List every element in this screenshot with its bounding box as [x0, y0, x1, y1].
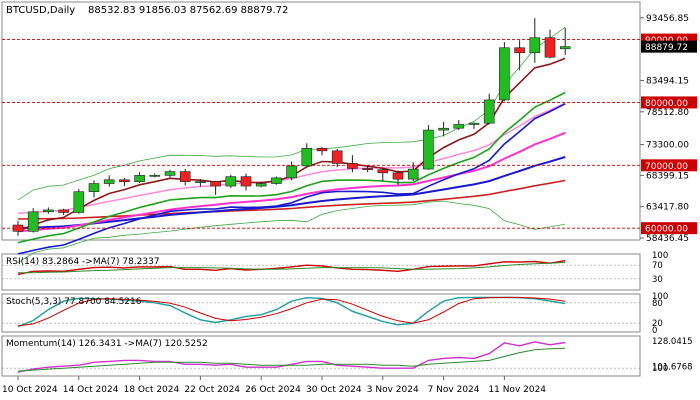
bullish-candle [225, 176, 237, 187]
price-tick-label: 83494.15 [646, 76, 689, 86]
rsi-title: RSI(14) 83.2864 ->MA(7) 78.2337 [6, 257, 160, 267]
momentum-series-line [17, 347, 566, 372]
date-tick-label: 7 Nov 2024 [428, 385, 480, 395]
moving-average-blue [17, 103, 566, 255]
stoch-series-line [17, 296, 566, 327]
price-axis: 93456.85 83494.15 78512.80 73300.00 68399.15… [640, 14, 689, 244]
bullish-candle [164, 171, 176, 176]
stoch-tick-label: 100 [652, 292, 668, 302]
bearish-candle [240, 176, 252, 187]
candlesticks [12, 18, 571, 236]
price-tick-label: 58436.45 [646, 234, 689, 244]
rsi-tick-label: 30 [652, 275, 663, 285]
date-tick-label: 10 Oct 2024 [2, 385, 58, 395]
bullish-candle [483, 99, 495, 124]
momentum-tick-label: 101.6768 [652, 363, 693, 373]
bollinger-lower-band [17, 200, 566, 264]
bullish-candle [271, 177, 282, 184]
rsi-series-line [17, 260, 566, 276]
bearish-candle [179, 171, 191, 182]
rsi-tick-label: 70 [652, 261, 663, 271]
bullish-candle [423, 129, 434, 170]
bearish-candle [392, 172, 404, 180]
bullish-candle [468, 122, 480, 125]
bullish-candle [88, 183, 100, 193]
momentum-tick-label: 100 [652, 364, 668, 374]
date-tick-label: 26 Oct 2024 [245, 385, 301, 395]
bearish-candle [119, 179, 130, 182]
bearish-candle [377, 169, 389, 174]
date-tick-label: 22 Oct 2024 [184, 385, 240, 395]
stoch-panel-frame [1, 293, 641, 333]
rsi-panel-frame [1, 253, 641, 291]
bullish-candle [255, 183, 267, 187]
moving-average-pink [17, 131, 566, 233]
bullish-candle [438, 127, 449, 131]
date-tick-label: 30 Oct 2024 [306, 385, 362, 395]
bearish-candle [362, 168, 373, 171]
bullish-candle [559, 46, 571, 50]
bearish-candle [12, 224, 24, 232]
date-axis: 10 Oct 2024 14 Oct 2024 18 Oct 2024 22 Oct … [2, 376, 546, 395]
chart-header-symbol: BTCUSD,Daily [6, 5, 75, 16]
bullish-candle [499, 47, 510, 101]
bearish-candle [316, 148, 328, 152]
price-tick-label: 73300.00 [646, 141, 689, 151]
date-tick-label: 14 Oct 2024 [63, 385, 119, 395]
bollinger-upper-band [17, 26, 566, 201]
price-tick-label: 93456.85 [646, 14, 689, 24]
stoch-tick-label: 20 [652, 319, 663, 329]
stoch-tick-label: 0 [652, 326, 657, 336]
bearish-candle [210, 181, 221, 187]
rsi-series-line [18, 261, 566, 274]
price-tick-label: 78512.80 [646, 108, 689, 118]
date-tick-label: 18 Oct 2024 [124, 385, 180, 395]
chart-header-ohlc: 88532.83 91856.03 87562.69 88879.72 [88, 5, 288, 16]
bullish-candle [27, 211, 39, 232]
price-tick-label: 63417.80 [646, 203, 689, 213]
bullish-candle [195, 181, 206, 183]
bullish-candle [301, 148, 313, 167]
price-level-label: 70000.00 [645, 162, 688, 172]
price-level-label: 80000.00 [645, 99, 688, 109]
bullish-candle [529, 37, 541, 54]
bearish-candle [544, 37, 556, 58]
bullish-candle [149, 175, 161, 177]
price-level-label: 60000.00 [645, 225, 688, 235]
bearish-candle [347, 163, 358, 169]
stoch-title: Stoch(5,3,3) 77.8700 84.5216 [6, 297, 142, 307]
rsi-tick-label: 100 [652, 251, 668, 261]
bullish-candle [73, 191, 85, 213]
current-price-badge [641, 40, 697, 53]
bearish-candle [331, 150, 343, 164]
bullish-candle [134, 175, 145, 182]
price-level-badge [641, 159, 697, 172]
bullish-candle [407, 168, 419, 180]
stoch-tick-label: 80 [652, 299, 663, 309]
bearish-candle [58, 209, 69, 213]
price-tick-label: 68399.15 [646, 171, 689, 181]
bullish-candle [286, 165, 297, 179]
bullish-candle [453, 124, 465, 129]
momentum-series-line [17, 341, 566, 373]
momentum-tick-label: 128.0415 [652, 337, 693, 347]
bullish-candle [43, 209, 54, 213]
date-tick-label: 3 Nov 2024 [367, 385, 419, 395]
moving-average-navy [17, 156, 566, 230]
bearish-candle [514, 47, 525, 54]
momentum-title: Momentum(14) 126.3431 ->MA(7) 120.5252 [6, 339, 208, 349]
price-level-badge [641, 222, 697, 235]
moving-average-green [17, 91, 566, 244]
price-level-badge [641, 96, 697, 109]
bullish-candle [103, 179, 115, 184]
current-price-label: 88879.72 [645, 43, 688, 53]
date-tick-label: 11 Nov 2024 [488, 385, 546, 395]
